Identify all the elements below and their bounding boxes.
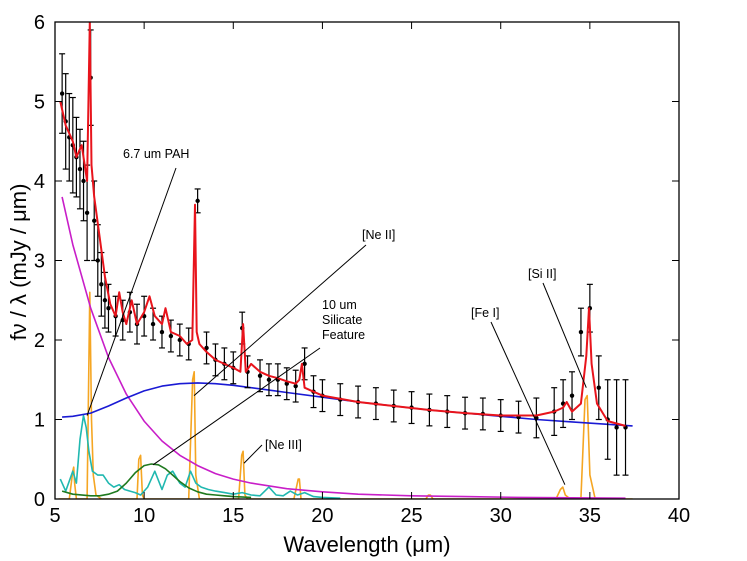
- annotation-label: [Ne III]: [265, 438, 302, 452]
- x-tick-label: 35: [579, 505, 601, 527]
- annotation-label: [Si II]: [528, 267, 556, 281]
- x-tick-label: 10: [133, 505, 155, 527]
- series-total-model-fit: [59, 22, 626, 427]
- data-point: [596, 385, 601, 390]
- annotation-label: [Fe I]: [471, 306, 499, 320]
- annotation-6-7-um-pah: 6.7 um PAH: [86, 147, 189, 416]
- data-point: [257, 373, 263, 378]
- x-tick-label: 30: [490, 505, 512, 527]
- y-tick-label: 1: [34, 410, 45, 432]
- plot-frame: [54, 21, 680, 500]
- annotation-10-um-silicate-feature: 10 um Silicate Feature: [152, 298, 365, 466]
- y-tick-label: 0: [34, 489, 45, 511]
- y-tick-label: 3: [34, 251, 45, 273]
- x-tick-label: 25: [400, 505, 422, 527]
- data-point: [569, 393, 575, 398]
- x-axis-title: Wavelength (μm): [283, 532, 450, 557]
- y-tick-label: 2: [34, 330, 45, 352]
- data-point: [150, 321, 156, 327]
- tick-layer: 5 10 15 20 25 30 35 40 0 1 2 3 4 5 6: [34, 12, 690, 527]
- annotation-label: [Ne II]: [362, 228, 395, 242]
- data-point: [266, 377, 272, 382]
- annotation-fe-i: [Fe I]: [471, 306, 566, 485]
- annotation-ne-iii: [Ne III]: [243, 438, 302, 464]
- y-tick-label: 6: [34, 12, 45, 34]
- annotation-label: 6.7 um PAH: [123, 147, 189, 161]
- y-axis-title: fν / λ (mJy / μm): [6, 184, 31, 341]
- data-point: [177, 337, 182, 343]
- data-point: [159, 329, 165, 335]
- series-pah-features: [59, 414, 341, 499]
- data-point: [77, 166, 83, 172]
- data-point: [59, 91, 65, 96]
- series-silicate-feature: [61, 463, 252, 499]
- annotation-arrow: [152, 347, 321, 466]
- x-tick-label: 40: [668, 505, 690, 527]
- data-point: [204, 345, 209, 351]
- data-point: [578, 329, 584, 335]
- annotation-label: 10 um Silicate Feature: [322, 298, 365, 342]
- annotation-arrow: [542, 282, 587, 388]
- annotation-arrow: [86, 167, 177, 416]
- x-tick-label: 5: [49, 505, 60, 527]
- annotation-arrow: [243, 444, 263, 464]
- x-tick-label: 20: [311, 505, 333, 527]
- x-tick-label: 15: [222, 505, 244, 527]
- data-point: [99, 282, 104, 287]
- series-layer: [58, 22, 633, 499]
- y-tick-label: 4: [34, 171, 45, 193]
- y-tick-label: 5: [34, 92, 45, 114]
- data-point: [102, 298, 108, 303]
- data-point: [84, 210, 90, 215]
- data-point: [95, 258, 100, 263]
- annotation-layer: 6.7 um PAH [Ne II] 10 um Silicate Feature [Ne…: [86, 147, 587, 485]
- annotation-arrow: [193, 244, 367, 397]
- annotation-si-ii: [Si II]: [528, 267, 587, 388]
- data-point: [106, 306, 111, 311]
- data-point: [92, 218, 97, 223]
- annotation-ne-ii: [Ne II]: [193, 228, 395, 397]
- annotation-arrow: [490, 321, 566, 485]
- data-point: [302, 361, 307, 367]
- series-emission-lines: [58, 291, 633, 499]
- series-blackbody-continuum-hot: [61, 196, 626, 499]
- series-observed-spectrum: [59, 29, 629, 476]
- data-point: [284, 381, 289, 386]
- data-point: [195, 198, 200, 204]
- data-point: [168, 333, 174, 339]
- data-point: [293, 383, 298, 389]
- series-blackbody-continuum-warm: [62, 382, 633, 427]
- data-point: [614, 425, 619, 430]
- data-point: [81, 178, 86, 184]
